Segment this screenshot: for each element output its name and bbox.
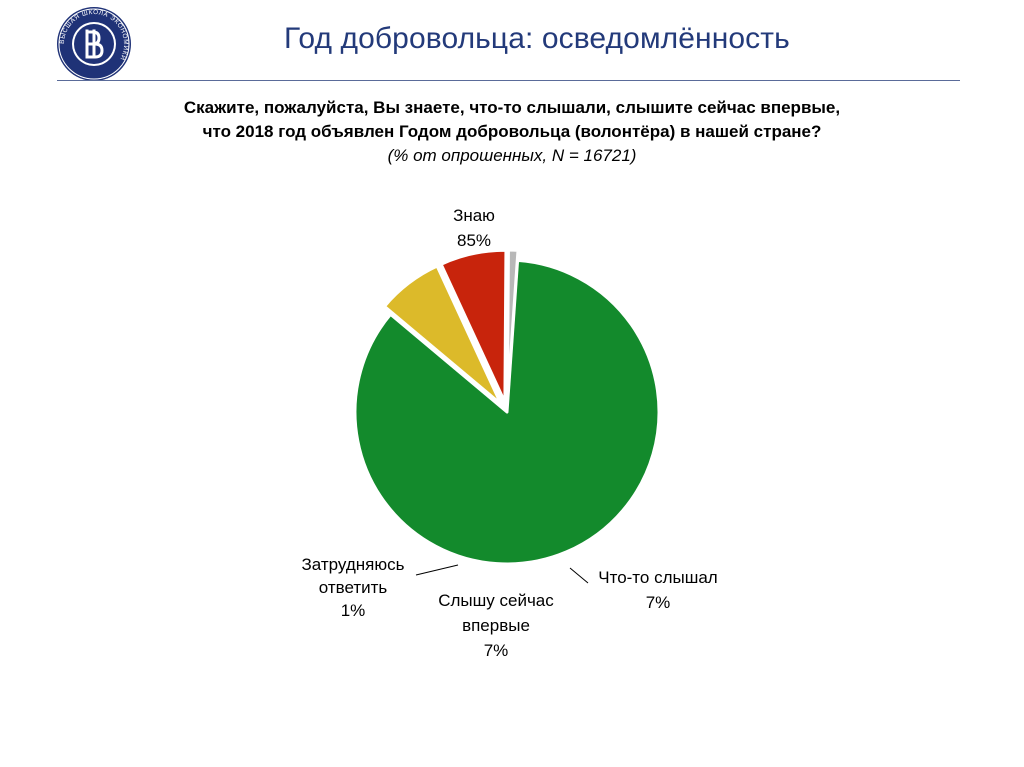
question-line-1: Скажите, пожалуйста, Вы знаете, что-то с… xyxy=(183,98,841,117)
slice-category-label: Знаю xyxy=(453,206,495,225)
pie-slice xyxy=(382,264,503,406)
question-subtitle: (% от опрошенных, N = 16721) xyxy=(387,146,637,165)
slice-category-label: Затрудняюсь xyxy=(302,555,405,574)
hse-logo: ВЫСШАЯ ШКОЛА ЭКОНОМИКИ xyxy=(57,7,131,81)
slice-value-label: 1% xyxy=(341,601,366,620)
question-line-2: что 2018 год объявлен Годом добровольца … xyxy=(202,122,822,141)
pie-slice xyxy=(505,248,520,404)
slice-value-label: 7% xyxy=(646,593,671,612)
survey-question: Скажите, пожалуйста, Вы знаете, что-то с… xyxy=(80,96,944,168)
slice-value-label: 85% xyxy=(457,231,491,250)
slice-category-label: впервые xyxy=(462,616,530,635)
pie-slice xyxy=(353,258,661,566)
pie-slice xyxy=(439,248,508,404)
header-divider xyxy=(57,80,960,81)
logo-ring-border xyxy=(58,8,130,80)
logo-monogram xyxy=(85,29,104,59)
label-leader-line xyxy=(569,567,589,584)
slice-value-label: 7% xyxy=(484,641,509,660)
label-leader-line xyxy=(415,564,459,576)
slice-category-label: ответить xyxy=(319,578,388,597)
page-title: Год добровольца: осведомлённость xyxy=(284,22,790,55)
slice-category-label: Что-то слышал xyxy=(598,568,717,587)
slice-category-label: Слышу сейчас xyxy=(438,591,554,610)
